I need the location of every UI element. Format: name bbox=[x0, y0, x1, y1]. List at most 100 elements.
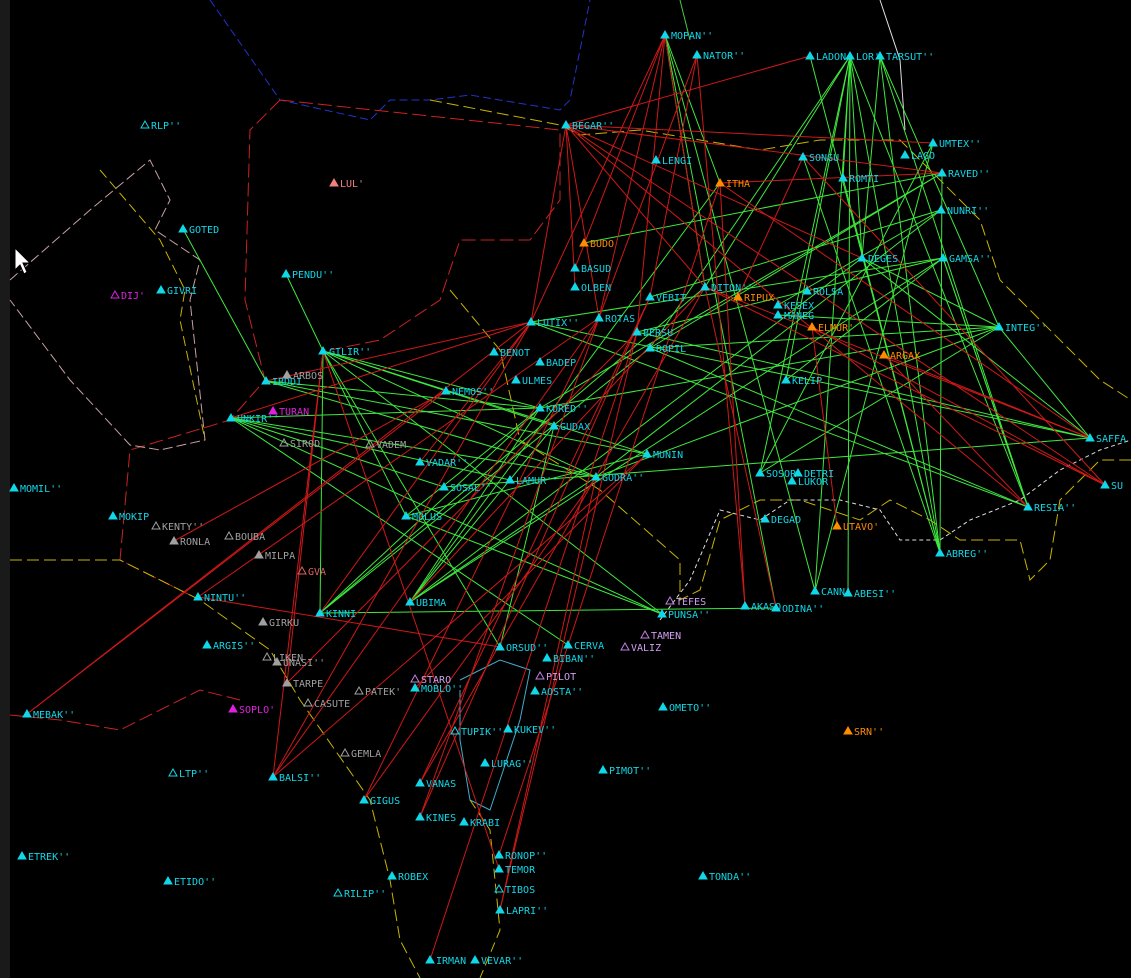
waypoint-label: DEGAD bbox=[771, 515, 801, 526]
waypoint-label: RESIA'' bbox=[1034, 503, 1076, 514]
waypoint-label: ROTAS bbox=[605, 314, 635, 325]
waypoint-label: KELIP bbox=[792, 376, 822, 387]
waypoint-label: GIGUS bbox=[370, 796, 400, 807]
waypoint-label: DIJ' bbox=[121, 291, 145, 302]
waypoint-label: KINES bbox=[426, 813, 456, 824]
waypoint-label: KRABI bbox=[470, 818, 500, 829]
waypoint-label: GAMSA'' bbox=[949, 254, 991, 265]
waypoint-label: PENDU'' bbox=[292, 270, 334, 281]
waypoint-label: BALSI'' bbox=[279, 773, 321, 784]
waypoint-label: GUDAX bbox=[560, 422, 590, 433]
waypoint-label: ARGAX bbox=[890, 351, 920, 362]
waypoint-label: BEGAR'' bbox=[572, 121, 614, 132]
waypoint-label: SOPLO' bbox=[239, 705, 275, 716]
waypoint-label: UTAVO' bbox=[843, 522, 879, 533]
waypoint-label: RLP'' bbox=[151, 121, 181, 132]
waypoint-label: ABESI'' bbox=[854, 589, 896, 600]
waypoint-label: KORED'' bbox=[546, 404, 588, 415]
waypoint-label: MOPAN'' bbox=[671, 31, 713, 42]
waypoint-label: NUNRI'' bbox=[947, 206, 989, 217]
waypoint-label: MUNIN bbox=[653, 450, 683, 461]
waypoint-label: TURAN bbox=[279, 407, 309, 418]
waypoint-label: AOSTA'' bbox=[541, 687, 583, 698]
waypoint-label: SOSAL'' bbox=[450, 483, 492, 494]
waypoint-label: UMTEX'' bbox=[939, 139, 981, 150]
waypoint-label: ARGIS'' bbox=[213, 641, 255, 652]
waypoint-label: LUKOR bbox=[798, 477, 829, 488]
waypoint-label: LURAG'' bbox=[491, 759, 533, 770]
waypoint-label: BUDO bbox=[590, 239, 614, 250]
waypoint-label: GEMLA bbox=[351, 749, 381, 760]
waypoint-label: NEMOS'' bbox=[452, 387, 494, 398]
radar-screen: MOPAN''NATOR''LADONLOR'TARSUT''UMTEX''BE… bbox=[0, 0, 1131, 978]
waypoint-label: TUPIK'' bbox=[461, 727, 503, 738]
waypoint-label: ARBOS bbox=[293, 371, 323, 382]
waypoint-label: KINNI bbox=[326, 609, 356, 620]
waypoint-label: UNKIR'' bbox=[237, 414, 279, 425]
waypoint-label: ODINA'' bbox=[782, 604, 824, 615]
waypoint-label: BASUD bbox=[581, 264, 611, 275]
waypoint-label: KUKEV'' bbox=[514, 725, 556, 736]
waypoint-label: NINTU'' bbox=[204, 593, 246, 604]
waypoint-label: LAPRI'' bbox=[506, 906, 548, 917]
waypoint-label: RIPUX bbox=[744, 293, 774, 304]
waypoint-label: LTP'' bbox=[179, 769, 209, 780]
waypoint-label: SIROD bbox=[290, 439, 320, 450]
waypoint-label: UNASI'' bbox=[283, 658, 325, 669]
waypoint-label: GIVRI bbox=[167, 286, 197, 297]
waypoint-label: VEBIT bbox=[656, 293, 686, 304]
waypoint-label: LADON bbox=[816, 52, 846, 63]
waypoint-label: TARPE bbox=[293, 679, 323, 690]
waypoint-label: UBIMA bbox=[416, 598, 446, 609]
waypoint-label: TONDA'' bbox=[709, 872, 751, 883]
waypoint-label: INTEG'' bbox=[1005, 323, 1047, 334]
waypoint-label: GOTED bbox=[189, 225, 219, 236]
waypoint-label: BADEP bbox=[546, 358, 576, 369]
waypoint-label: PILOT bbox=[546, 672, 576, 683]
waypoint-label: DOPIL bbox=[656, 344, 686, 355]
waypoint-label: TARSUT'' bbox=[886, 52, 934, 63]
waypoint-label: PUNSA'' bbox=[668, 610, 710, 621]
waypoint-label: OLBEN bbox=[581, 283, 611, 294]
waypoint-label: MEBAK'' bbox=[33, 710, 75, 721]
waypoint-label: RONOP'' bbox=[505, 851, 547, 862]
waypoint-label: SONGU bbox=[809, 153, 839, 164]
waypoint-label: VADAR'' bbox=[426, 458, 468, 469]
waypoint-label: ULMES bbox=[522, 376, 552, 387]
waypoint-label: VANAS bbox=[426, 779, 456, 790]
waypoint-label: BENOT bbox=[500, 348, 530, 359]
waypoint-label: RAVED'' bbox=[948, 169, 990, 180]
waypoint-label: STARO bbox=[421, 675, 451, 686]
waypoint-label: NATOR'' bbox=[703, 51, 745, 62]
waypoint-label: DEGES bbox=[868, 254, 898, 265]
waypoint-label: VALIZ bbox=[631, 643, 661, 654]
waypoint-label: ETIDO'' bbox=[174, 877, 216, 888]
waypoint-label: MOKIP bbox=[119, 512, 149, 523]
waypoint-label: ROBEX bbox=[398, 872, 428, 883]
waypoint-label: SRN'' bbox=[854, 727, 884, 738]
left-border bbox=[0, 0, 10, 978]
airspace-map: MOPAN''NATOR''LADONLOR'TARSUT''UMTEX''BE… bbox=[0, 0, 1131, 978]
waypoint-label: GODRA'' bbox=[602, 473, 644, 484]
waypoint-label: GVA bbox=[308, 567, 326, 578]
waypoint-label: MOMIL'' bbox=[20, 484, 62, 495]
waypoint-label: TEFES bbox=[676, 597, 706, 608]
waypoint-label: RILIP'' bbox=[344, 889, 386, 900]
waypoint-label: RONLA bbox=[180, 537, 210, 548]
waypoint-label: MANEG bbox=[784, 311, 814, 322]
waypoint-label: ELMUR' bbox=[818, 323, 854, 334]
waypoint-label: VEVAR'' bbox=[481, 956, 523, 967]
waypoint-label: IRMAN bbox=[436, 956, 466, 967]
waypoint-label: BOUBA bbox=[235, 532, 265, 543]
waypoint-label: CERVA bbox=[574, 641, 604, 652]
waypoint-label: CASUTE bbox=[314, 699, 350, 710]
waypoint-label: GILIR'' bbox=[329, 347, 371, 358]
waypoint-label: KENTY'' bbox=[162, 522, 204, 533]
waypoint-label: GIRKU bbox=[269, 618, 299, 629]
waypoint-label: PIMOT'' bbox=[609, 766, 651, 777]
waypoint-label: VADEM bbox=[376, 440, 406, 451]
waypoint-label: BERSU bbox=[643, 328, 673, 339]
waypoint-label: LUL' bbox=[340, 179, 364, 190]
waypoint-label: MILPA bbox=[265, 551, 295, 562]
waypoint-label: LAGO bbox=[911, 151, 935, 162]
